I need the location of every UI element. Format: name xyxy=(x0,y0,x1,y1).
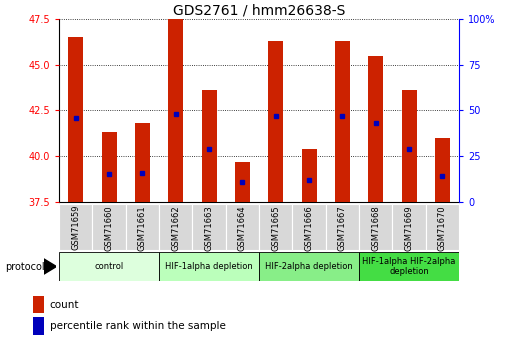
Bar xyxy=(192,204,226,250)
Text: GSM71665: GSM71665 xyxy=(271,205,280,250)
Text: HIF-1alpha HIF-2alpha
depletion: HIF-1alpha HIF-2alpha depletion xyxy=(362,257,456,276)
Bar xyxy=(359,204,392,250)
Text: HIF-2alpha depletion: HIF-2alpha depletion xyxy=(265,262,353,271)
Bar xyxy=(59,204,92,250)
Bar xyxy=(268,41,283,202)
Bar xyxy=(259,204,292,250)
Bar xyxy=(68,37,83,202)
Bar xyxy=(326,204,359,250)
Text: HIF-1alpha depletion: HIF-1alpha depletion xyxy=(165,262,253,271)
Text: count: count xyxy=(50,300,79,310)
Bar xyxy=(102,132,116,202)
Bar xyxy=(402,90,417,202)
Bar xyxy=(159,204,192,250)
Bar xyxy=(33,317,44,335)
Bar xyxy=(302,149,317,202)
Bar xyxy=(235,161,250,202)
Bar xyxy=(368,56,383,202)
Bar xyxy=(92,204,126,250)
Bar xyxy=(435,138,450,202)
Bar xyxy=(426,204,459,250)
Title: GDS2761 / hmm26638-S: GDS2761 / hmm26638-S xyxy=(173,4,345,18)
Bar xyxy=(33,296,44,313)
Bar xyxy=(335,41,350,202)
Bar xyxy=(168,19,183,202)
Text: GSM71670: GSM71670 xyxy=(438,205,447,250)
Text: GSM71660: GSM71660 xyxy=(105,205,113,250)
Text: GSM71667: GSM71667 xyxy=(338,205,347,251)
Text: GSM71666: GSM71666 xyxy=(305,205,313,251)
Text: control: control xyxy=(94,262,124,271)
Text: percentile rank within the sample: percentile rank within the sample xyxy=(50,321,225,331)
Text: GSM71668: GSM71668 xyxy=(371,205,380,251)
Bar xyxy=(159,252,259,281)
Bar xyxy=(359,252,459,281)
Bar xyxy=(135,123,150,202)
Text: protocol: protocol xyxy=(5,262,45,272)
Text: GSM71662: GSM71662 xyxy=(171,205,180,250)
Bar xyxy=(226,204,259,250)
Bar xyxy=(292,204,326,250)
Text: GSM71663: GSM71663 xyxy=(205,205,213,251)
Polygon shape xyxy=(44,259,56,274)
Bar xyxy=(392,204,426,250)
Text: GSM71664: GSM71664 xyxy=(238,205,247,250)
Text: GSM71669: GSM71669 xyxy=(405,205,413,250)
Bar xyxy=(126,204,159,250)
Text: GSM71659: GSM71659 xyxy=(71,205,80,250)
Bar xyxy=(202,90,216,202)
Bar xyxy=(59,252,159,281)
Bar xyxy=(259,252,359,281)
Text: GSM71661: GSM71661 xyxy=(138,205,147,250)
